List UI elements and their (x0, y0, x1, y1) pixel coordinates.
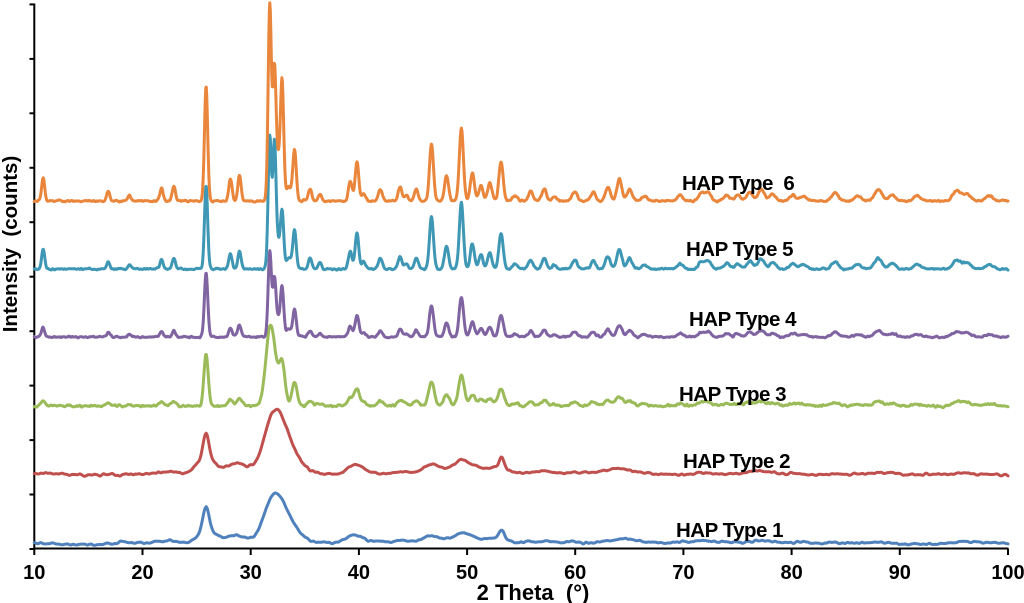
svg-text:HAP Type 6: HAP Type 6 (682, 172, 794, 195)
svg-text:70: 70 (672, 562, 694, 584)
svg-text:HAP Type 5: HAP Type 5 (686, 238, 793, 261)
svg-text:Intensity (counts): Intensity (counts) (0, 156, 22, 333)
svg-text:HAP Type 4: HAP Type 4 (689, 308, 797, 331)
svg-text:2 Theta (°): 2 Theta (°) (477, 580, 590, 603)
svg-text:40: 40 (348, 562, 370, 584)
svg-text:HAP Type 2: HAP Type 2 (683, 450, 790, 473)
svg-text:HAP Type 1: HAP Type 1 (676, 519, 783, 542)
svg-text:50: 50 (456, 562, 478, 584)
svg-text:30: 30 (240, 562, 262, 584)
svg-text:HAP Type 3: HAP Type 3 (679, 383, 786, 406)
svg-text:60: 60 (564, 562, 586, 584)
svg-text:80: 80 (780, 562, 802, 584)
svg-text:10: 10 (23, 562, 45, 584)
svg-text:90: 90 (889, 562, 911, 584)
svg-text:20: 20 (131, 562, 153, 584)
svg-text:100: 100 (991, 562, 1024, 584)
